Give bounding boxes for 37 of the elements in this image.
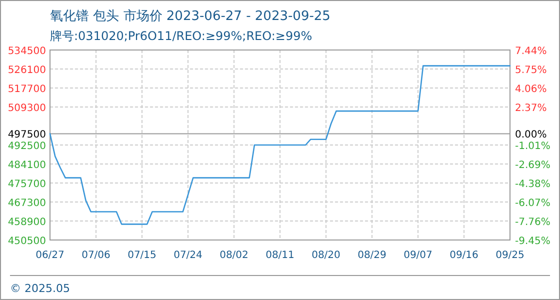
y-tick-label: 534500 bbox=[8, 46, 46, 57]
y-tick-label: 517700 bbox=[8, 84, 46, 95]
y2-tick-label: 4.06% bbox=[515, 84, 547, 96]
y2-tick-label: 7.44% bbox=[515, 46, 547, 57]
y2-tick-label: -4.38% bbox=[515, 178, 550, 190]
chart-subtitle: 牌号:031020;Pr6O11/REO:≥99%;REO:≥99% bbox=[50, 29, 312, 43]
y2-tick-label: 5.75% bbox=[515, 65, 547, 76]
y-tick-label: 475700 bbox=[8, 179, 46, 190]
y-tick-label: 484100 bbox=[8, 160, 46, 171]
x-tick-label: 09/07 bbox=[404, 250, 432, 261]
x-tick-label: 08/20 bbox=[312, 250, 340, 261]
x-tick-label: 07/15 bbox=[128, 250, 156, 261]
text: © 2025.05 bbox=[10, 282, 70, 295]
chart-title: 氧化镨 包头 市场价 2023-06-27 - 2023-09-25 bbox=[50, 9, 330, 24]
y2-tick-label: 0.00% bbox=[515, 130, 547, 141]
y2-tick-label: -2.69% bbox=[515, 160, 550, 171]
y2-tick-label: -6.07% bbox=[515, 198, 550, 209]
x-tick-label: 06/27 bbox=[36, 250, 64, 261]
x-tick-label: 08/02 bbox=[220, 250, 248, 261]
y-tick-label: 450500 bbox=[8, 236, 46, 247]
x-tick-label: 09/16 bbox=[450, 250, 478, 261]
y2-tick-label: -9.45% bbox=[515, 236, 550, 247]
y-tick-label: 497500 bbox=[8, 130, 46, 141]
line-series bbox=[49, 65, 511, 225]
y-tick-label: 458900 bbox=[8, 217, 46, 228]
y2-tick-label: -7.76% bbox=[515, 216, 550, 228]
y2-tick-label: -1.01% bbox=[515, 141, 550, 152]
y-tick-label: 509300 bbox=[8, 103, 46, 114]
x-tick-label: 08/11 bbox=[266, 250, 294, 261]
x-tick-label: 07/06 bbox=[82, 250, 110, 261]
x-tick-label: 07/24 bbox=[174, 250, 202, 261]
y2-tick-label: 2.37% bbox=[515, 103, 547, 114]
y-tick-label: 492500 bbox=[8, 141, 46, 152]
y-tick-label: 467300 bbox=[8, 198, 46, 209]
x-tick-label: 08/29 bbox=[358, 250, 386, 261]
x-tick-label: 09/25 bbox=[496, 250, 524, 261]
y-tick-label: 526100 bbox=[8, 65, 46, 76]
